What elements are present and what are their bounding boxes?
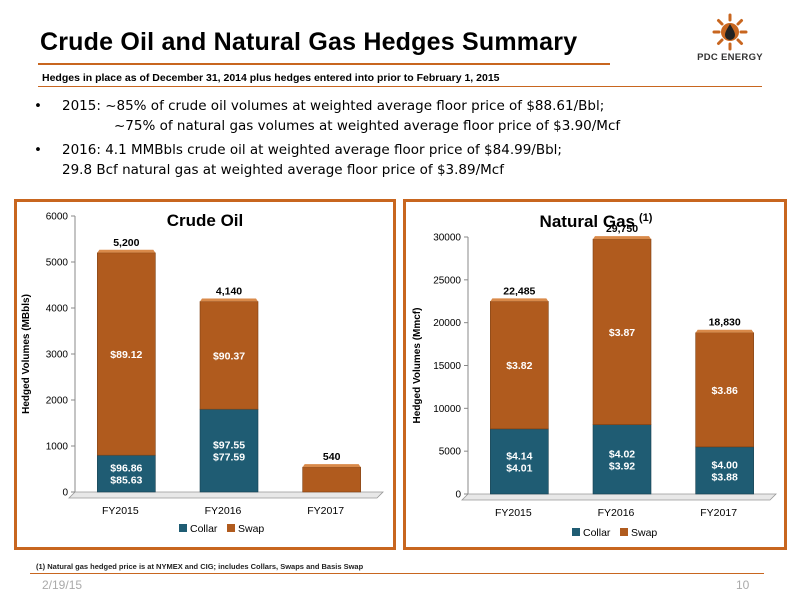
collar-price-label: $4.02 xyxy=(609,448,635,460)
y-tick-label: 15000 xyxy=(433,361,461,372)
y-tick-label: 6000 xyxy=(46,212,69,223)
collar-bar-segment xyxy=(695,446,754,495)
y-axis-label: Hedged Volumes (MBbls) xyxy=(21,294,32,414)
crude-oil-chart: Crude Oil 0 1000 2000 3000 4000 5000 6000 Hedged… xyxy=(21,211,384,535)
swap-bar-segment xyxy=(97,252,156,456)
collar-bar-segment xyxy=(490,428,549,495)
legend-collar-swatch xyxy=(572,528,580,536)
chart-title-footnote-ref: (1) xyxy=(639,212,653,224)
collar-price-label: $4.00 xyxy=(712,459,738,471)
swap-price-label: $3.87 xyxy=(609,327,635,339)
x-tick-label: FY2017 xyxy=(307,505,344,517)
collar-price-label: $3.92 xyxy=(609,460,635,472)
footnote: (1) Natural gas hedged price is at NYMEX… xyxy=(36,562,364,571)
collar-price-label: $4.14 xyxy=(506,450,532,462)
bar-total-label: 22,485 xyxy=(503,285,535,297)
y-tick-label: 3000 xyxy=(46,350,69,361)
natural-gas-chart-panel: Natural Gas (1) 0 5000 10000 15000 20000 25000 3… xyxy=(403,199,787,550)
company-logo: PDC ENERGY xyxy=(690,12,770,72)
chart-title: Natural Gas (1) xyxy=(540,212,653,231)
slide-date: 2/19/15 xyxy=(42,578,83,592)
chart-legend: Collar Swap xyxy=(179,523,264,535)
bullet-line: 29.8 Bcf natural gas at weighted average… xyxy=(62,162,504,178)
x-tick-label: FY2015 xyxy=(102,505,139,517)
swap-bar-segment xyxy=(490,301,549,430)
legend-swap-label: Swap xyxy=(238,523,264,535)
y-tick-label: 1000 xyxy=(46,442,69,453)
bullet-line: 2016: 4.1 MMBbls crude oil at weighted a… xyxy=(62,142,562,158)
y-tick-label: 20000 xyxy=(433,318,461,329)
y-tick-label: 0 xyxy=(62,488,68,499)
bullet-item: • 2015: ~85% of crude oil volumes at wei… xyxy=(30,96,620,136)
collar-price-label: $85.63 xyxy=(110,475,142,487)
bar-top-face xyxy=(490,298,549,302)
legend-swap-swatch xyxy=(620,528,628,536)
bullet-line: ~75% of natural gas volumes at weighted … xyxy=(114,118,621,134)
legend-collar-label: Collar xyxy=(583,527,611,539)
page-subtitle: Hedges in place as of December 31, 2014 … xyxy=(42,72,500,84)
footer-divider xyxy=(30,573,764,574)
bar-total-label: 5,200 xyxy=(113,237,139,249)
swap-bar-segment xyxy=(302,466,361,493)
y-tick-label: 10000 xyxy=(433,404,461,415)
bullet-marker: • xyxy=(34,98,42,114)
collar-bar-segment xyxy=(592,424,652,495)
y-tick-label: 5000 xyxy=(439,447,462,458)
bar-top-face xyxy=(593,236,651,240)
crude-oil-chart-panel: Crude Oil 0 1000 2000 3000 4000 5000 6000 Hedged… xyxy=(14,199,396,550)
collar-price-label: $96.86 xyxy=(110,463,142,475)
bar-total-label: 29,750 xyxy=(606,223,638,235)
swap-price-label: $3.82 xyxy=(506,360,532,372)
bullet-list: • 2015: ~85% of crude oil volumes at wei… xyxy=(30,96,620,184)
swap-price-label: $90.37 xyxy=(213,350,245,362)
legend-swap-swatch xyxy=(227,524,235,532)
bar-total-label: 4,140 xyxy=(216,286,242,298)
swap-bar-segment xyxy=(592,238,652,425)
y-tick-label: 4000 xyxy=(46,304,69,315)
swap-bar-segment xyxy=(695,332,754,448)
bullet-item: • 2016: 4.1 MMBbls crude oil at weighted… xyxy=(30,140,620,180)
chart-floor xyxy=(68,491,384,499)
chart-legend: Collar Swap xyxy=(572,527,657,539)
title-divider xyxy=(38,63,610,65)
swap-price-label: $3.86 xyxy=(712,385,738,397)
x-tick-label: FY2015 xyxy=(495,507,532,519)
collar-price-label: $97.55 xyxy=(213,440,245,452)
chart-title: Crude Oil xyxy=(167,211,244,230)
chart-floor xyxy=(461,493,777,501)
oil-drop-sun-icon xyxy=(712,13,748,51)
x-tick-label: FY2016 xyxy=(205,505,242,517)
swap-price-label: $89.12 xyxy=(110,349,142,361)
page-number: 10 xyxy=(736,578,750,592)
y-tick-label: 30000 xyxy=(433,233,461,244)
y-axis-label: Hedged Volumes (Mmcf) xyxy=(412,308,423,424)
legend-swap-label: Swap xyxy=(631,527,657,539)
y-tick-label: 25000 xyxy=(433,275,461,286)
collar-price-label: $77.59 xyxy=(213,452,245,464)
bar-total-label: 18,830 xyxy=(709,317,741,329)
y-tick-label: 5000 xyxy=(46,258,69,269)
x-tick-label: FY2017 xyxy=(700,507,737,519)
legend-collar-swatch xyxy=(179,524,187,532)
natural-gas-chart: Natural Gas (1) 0 5000 10000 15000 20000 25000 3… xyxy=(412,212,777,539)
legend-collar-label: Collar xyxy=(190,523,218,535)
bar-top-face xyxy=(695,329,754,333)
bar-top-face xyxy=(97,249,156,253)
bar-total-label: 540 xyxy=(323,451,341,463)
bullet-marker: • xyxy=(34,142,42,158)
collar-price-label: $4.01 xyxy=(506,462,532,474)
bullet-line: 2015: ~85% of crude oil volumes at weigh… xyxy=(62,98,605,114)
y-tick-label: 0 xyxy=(455,490,461,501)
bar-top-face xyxy=(302,464,361,468)
page-title: Crude Oil and Natural Gas Hedges Summary xyxy=(40,28,578,56)
subtitle-divider xyxy=(38,86,762,87)
collar-price-label: $3.88 xyxy=(712,471,738,483)
y-tick-label: 2000 xyxy=(46,396,69,407)
logo-text: PDC ENERGY xyxy=(697,52,763,63)
bar-top-face xyxy=(200,298,258,302)
x-tick-label: FY2016 xyxy=(598,507,635,519)
